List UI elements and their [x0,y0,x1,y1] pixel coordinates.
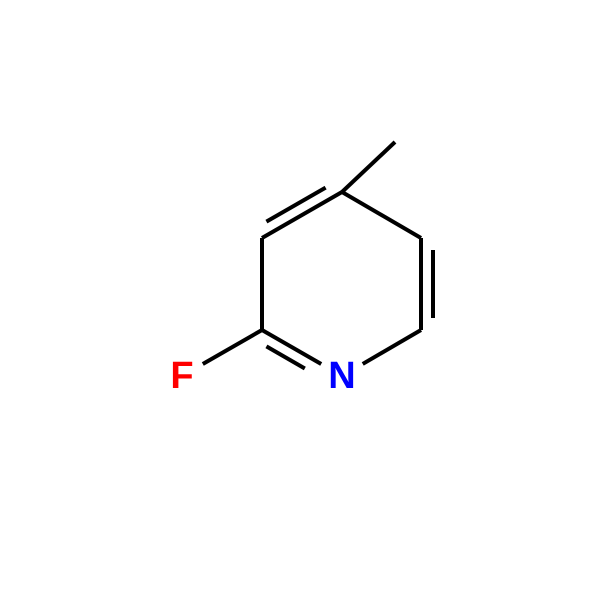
bond [342,142,395,192]
bond [203,330,262,364]
bond [363,330,421,364]
bond [342,192,421,238]
atom-label-n: N [328,355,355,397]
atom-label-f: F [170,355,193,397]
molecule-diagram: NF [0,0,600,600]
